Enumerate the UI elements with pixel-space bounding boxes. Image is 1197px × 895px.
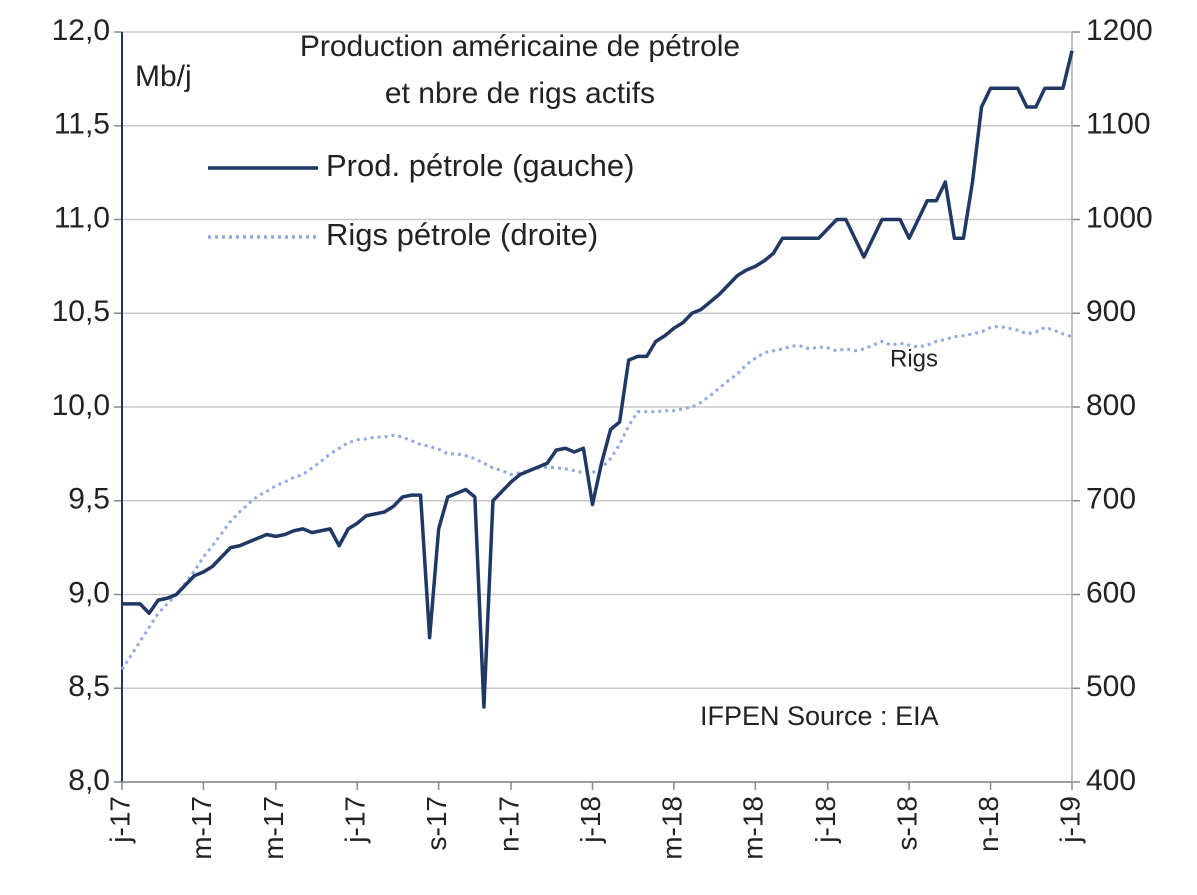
y-tick-label: 8,0 [68,764,110,797]
x-tick-label: n-18 [973,796,1004,852]
x-tick-label: m-18 [738,796,769,860]
y2-tick-label: 500 [1086,670,1136,703]
x-tick-label: s-17 [421,796,452,850]
x-tick-label: j-17 [340,796,371,844]
x-tick-label: s-18 [892,796,923,850]
annotation: Rigs [890,345,938,372]
x-tick-label: j-18 [810,796,841,844]
y2-tick-label: 900 [1086,295,1136,328]
y-tick-label: 11,5 [54,108,110,141]
x-tick-label: j-19 [1054,796,1085,844]
chart-title: Production américaine de pétrole [300,30,740,63]
legend-label: Rigs pétrole (droite) [326,217,598,252]
y2-tick-label: 1100 [1086,108,1151,141]
y-tick-label: 8,5 [68,670,110,703]
y2-tick-label: 400 [1086,764,1136,797]
y-tick-label: 12,0 [52,14,110,47]
source-note: IFPEN Source : EIA [700,701,939,731]
y2-tick-label: 600 [1086,576,1136,609]
x-tick-label: m-18 [656,796,687,860]
y2-tick-label: 1200 [1086,14,1153,47]
x-tick-label: j-18 [575,796,606,844]
x-tick-label: m-17 [186,796,217,860]
series-line [122,50,1074,709]
x-tick-label: j-17 [104,796,135,844]
y-tick-label: 11,0 [54,201,110,234]
chart-title: et nbre de rigs actifs [385,77,655,110]
y-tick-label: 10,5 [52,295,110,328]
y-tick-label: 10,0 [52,389,110,422]
y2-tick-label: 700 [1086,483,1136,516]
x-tick-label: n-17 [493,796,524,852]
legend-label: Prod. pétrole (gauche) [326,148,634,183]
y2-tick-label: 800 [1086,389,1136,422]
series-line [120,324,1073,671]
y-tick-label: 9,5 [68,483,110,516]
y2-tick-label: 1000 [1086,201,1153,234]
unit-label: Mb/j [135,60,192,93]
x-tick-label: m-17 [258,796,289,860]
y-tick-label: 9,0 [68,576,110,609]
